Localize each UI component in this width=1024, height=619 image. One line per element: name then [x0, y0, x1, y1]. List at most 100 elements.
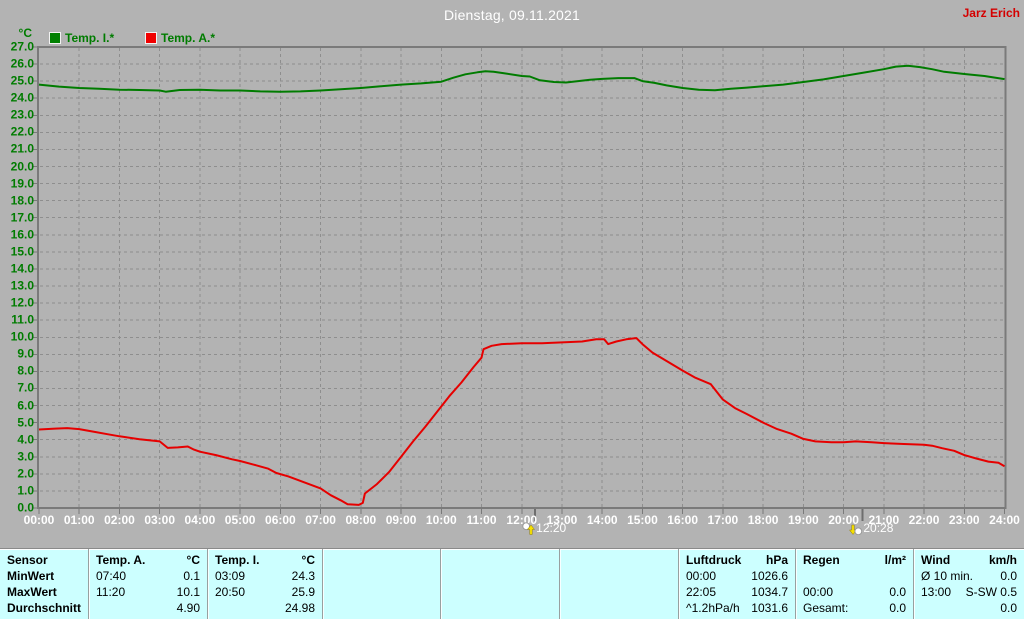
cell-time: Ø 10 min.	[921, 569, 974, 583]
moon-set-icon	[849, 524, 863, 535]
y-tick-label: 18.0	[10, 193, 34, 208]
cell-time: 20:50	[215, 585, 246, 599]
x-tick-label: 10:00	[425, 513, 457, 527]
cell-time: 00:00	[803, 585, 834, 599]
series-line-1	[38, 337, 1005, 506]
col-unit-regen: l/m²	[884, 553, 906, 567]
x-tick-label: 21:00	[868, 513, 900, 527]
moon-rise-icon	[522, 521, 536, 535]
y-tick-label: 22.0	[10, 124, 34, 139]
station-owner-label: Jarz Erich	[962, 6, 1020, 20]
table-col-wind: Wind km/h Ø 10 min. 0.0 13:00 S-SW 0.5 0.0	[913, 549, 1024, 619]
col-header-wind: Wind	[921, 553, 951, 567]
table-col-empty-1	[322, 549, 440, 619]
cell-value: 0.1	[183, 569, 200, 583]
y-tick-label: 9.0	[17, 346, 34, 361]
cell-time: 03:09	[215, 569, 246, 583]
x-tick-label: 23:00	[948, 513, 980, 527]
y-tick-label: 7.0	[17, 381, 34, 396]
cell-value: 10.1	[176, 585, 200, 599]
y-tick-label: 24.0	[10, 90, 34, 105]
legend-label-temp-a: Temp. A.*	[161, 31, 216, 45]
y-tick-label: 11.0	[11, 312, 34, 327]
table-col-empty-2	[440, 549, 559, 619]
y-tick-label: 12.0	[10, 295, 34, 310]
y-tick-label: 20.0	[10, 159, 34, 174]
row-label: MinWert	[7, 569, 55, 583]
col-header-temp-a: Temp. A.	[96, 553, 146, 567]
row-label: Sensor	[7, 553, 48, 567]
x-tick-label: 14:00	[586, 513, 618, 527]
y-tick-label: 0.0	[17, 500, 34, 515]
cell-value: 24.98	[284, 601, 315, 615]
x-tick-label: 02:00	[104, 513, 135, 527]
x-tick-label: 13:00	[546, 513, 578, 527]
legend-label-temp-i: Temp. I.*	[65, 31, 115, 45]
x-tick-label: 22:00	[908, 513, 940, 527]
plot-frame	[37, 46, 1007, 509]
cell-value: 0.0	[1000, 569, 1017, 583]
y-tick-label: 3.0	[17, 449, 34, 464]
cell-value: 24.3	[291, 569, 315, 583]
cell-value: 0.0	[889, 585, 906, 599]
cell-value: 0.0	[889, 601, 906, 615]
series-line-0	[38, 64, 1005, 93]
moon-rise-marker: 12:20	[522, 521, 566, 535]
x-tick-label: 15:00	[627, 513, 658, 527]
col-unit-temp-a: °C	[186, 553, 200, 567]
y-tick-label: 17.0	[10, 210, 34, 225]
cell-time: ^1.2hPa/h	[686, 601, 740, 615]
y-tick-label: 27.0	[10, 39, 34, 54]
y-tick-label: 15.0	[10, 244, 34, 259]
table-col-temp-i: Temp. I. °C 03:09 24.3 20:50 25.9 24.98	[207, 549, 322, 619]
moon-marker-time: 12:20	[536, 521, 567, 535]
x-tick-label: 06:00	[265, 513, 296, 527]
cell-time: 00:00	[686, 569, 717, 583]
cell-value: S-SW 0.5	[965, 585, 1017, 599]
y-tick-label: 21.0	[10, 142, 34, 157]
col-header-temp-i: Temp. I.	[215, 553, 260, 567]
y-tick-label: 13.0	[10, 278, 34, 293]
table-col-empty-3	[559, 549, 678, 619]
x-tick-label: 03:00	[144, 513, 176, 527]
row-label: MaxWert	[7, 585, 57, 599]
x-tick-label: 04:00	[184, 513, 216, 527]
x-tick-label: 17:00	[707, 513, 739, 527]
x-tick-label: 18:00	[747, 513, 779, 527]
col-unit-luftdruck: hPa	[765, 553, 788, 567]
cell-value: 25.9	[291, 585, 315, 599]
cell-value: 1026.6	[751, 569, 788, 583]
x-tick-label: 16:00	[667, 513, 699, 527]
y-tick-label: 26.0	[10, 56, 34, 71]
x-tick-label: 11:00	[466, 513, 497, 527]
x-tick-label: 20:00	[828, 513, 859, 527]
table-col-luftdruck: Luftdruck hPa 00:00 1026.6 22:05 1034.7 ^1.2hP…	[678, 549, 795, 619]
cell-value: 0.0	[1000, 601, 1017, 615]
cell-time: 13:00	[921, 585, 952, 599]
cell-value: 1034.7	[751, 585, 788, 599]
cell-value: 1031.6	[751, 601, 788, 615]
y-tick-label: 6.0	[17, 398, 34, 413]
x-tick-label: 01:00	[63, 513, 95, 527]
x-tick-label: 24:00	[989, 513, 1020, 527]
y-tick-label: 10.0	[10, 329, 34, 344]
cell-time: Gesamt:	[803, 601, 849, 615]
y-tick-label: 8.0	[17, 363, 34, 378]
col-unit-wind: km/h	[988, 553, 1017, 567]
y-axis-unit-label: °C	[18, 26, 32, 40]
y-tick-label: 19.0	[10, 176, 34, 191]
y-tick-label: 25.0	[10, 73, 34, 88]
chart-canvas	[32, 46, 1007, 521]
x-tick-label: 07:00	[305, 513, 336, 527]
y-tick-label: 1.0	[17, 483, 34, 498]
y-tick-label: 5.0	[17, 415, 34, 430]
cell-value: 4.90	[176, 601, 200, 615]
chart-title: Dienstag, 09.11.2021	[443, 7, 581, 23]
x-tick-label: 09:00	[385, 513, 417, 527]
moon-marker-time: 20:28	[863, 521, 894, 535]
y-tick-label: 16.0	[10, 227, 34, 242]
x-tick-label: 08:00	[345, 513, 377, 527]
col-unit-temp-i: °C	[301, 553, 315, 567]
table-col-regen: Regen l/m² 00:00 0.0 Gesamt: 0.0	[795, 549, 913, 619]
